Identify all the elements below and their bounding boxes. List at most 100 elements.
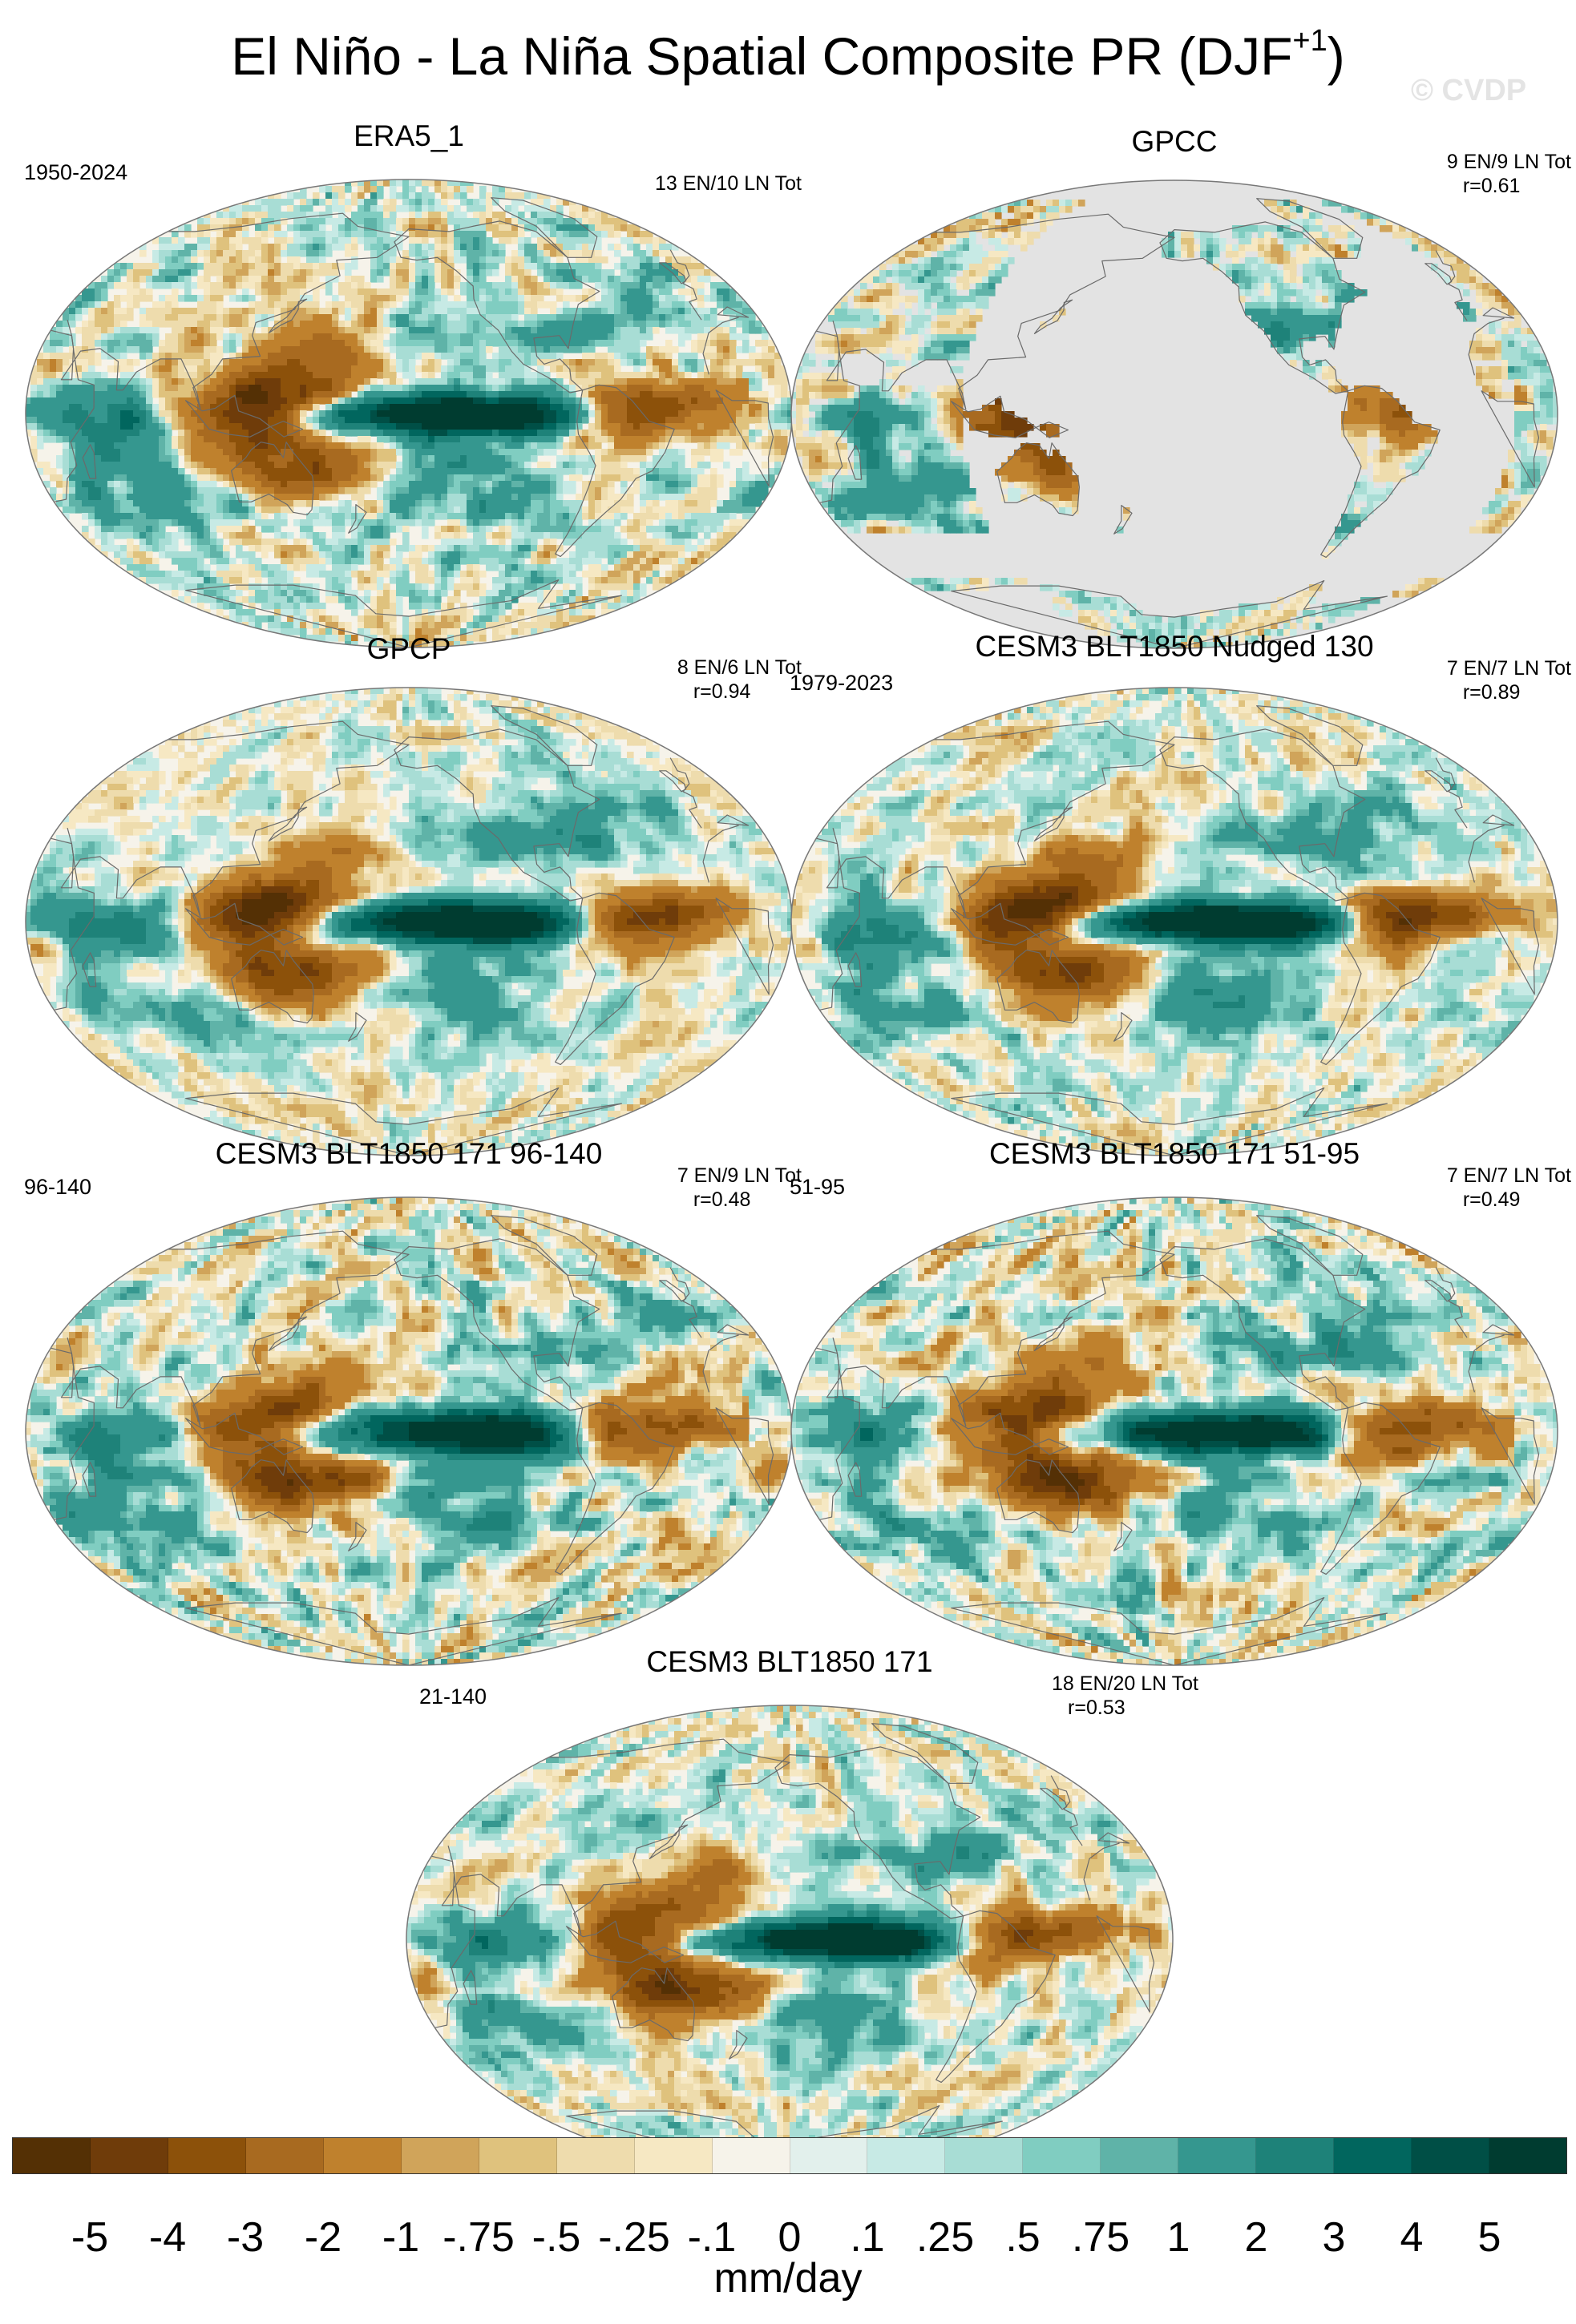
map-cell <box>736 506 743 514</box>
map-cell <box>63 449 70 456</box>
map-cell <box>210 410 217 418</box>
map-cell <box>332 378 339 385</box>
map-cell <box>505 333 512 341</box>
map-cell <box>139 269 147 276</box>
map-cell <box>729 295 737 302</box>
map-cell <box>704 500 711 507</box>
map-cell <box>197 487 204 494</box>
map-cell <box>82 494 89 501</box>
map-cell <box>460 250 467 257</box>
map-cell <box>544 263 551 270</box>
map-cell <box>742 391 750 398</box>
map-cell <box>69 391 76 398</box>
map-cell <box>492 186 499 193</box>
map-cell <box>595 449 602 456</box>
map-cell <box>550 205 557 212</box>
map-cell <box>107 282 115 289</box>
map-cell <box>172 308 179 315</box>
map-cell <box>146 468 153 475</box>
map-cell <box>274 487 281 494</box>
map-cell <box>479 346 487 353</box>
map-cell <box>653 256 660 264</box>
map-cell <box>127 276 134 283</box>
map-cell <box>152 506 160 514</box>
map-cell <box>159 385 166 392</box>
map-cell <box>127 513 134 520</box>
map-cell <box>620 455 628 462</box>
map-cell <box>358 295 365 302</box>
map-cell <box>608 231 615 238</box>
map-cell <box>563 237 570 244</box>
map-cell <box>82 526 89 533</box>
map-cell <box>293 250 301 257</box>
map-cell <box>351 327 358 334</box>
map-cell <box>723 282 730 289</box>
map-cell <box>755 327 762 334</box>
map-cell <box>402 205 410 212</box>
map-cell <box>505 462 512 469</box>
map-cell <box>633 321 641 328</box>
map-cell <box>511 263 519 270</box>
map-cell <box>749 417 756 424</box>
map-cell <box>467 295 474 302</box>
map-cell <box>428 500 435 507</box>
map-cell <box>191 391 198 398</box>
map-cell <box>402 365 410 373</box>
map-cell <box>422 295 429 302</box>
map-cell <box>274 449 281 456</box>
map-cell <box>582 340 589 347</box>
map-cell <box>210 288 217 296</box>
map-cell <box>184 397 192 405</box>
map-cell <box>229 250 236 257</box>
map-cell <box>332 487 339 494</box>
map-cell <box>601 301 608 309</box>
map-cell <box>345 417 352 424</box>
map-cell <box>306 385 313 392</box>
map-cell <box>313 218 320 225</box>
map-cell <box>383 500 390 507</box>
map-cell <box>216 442 224 450</box>
map-cell <box>787 423 792 430</box>
map-cell <box>620 385 628 392</box>
map-cell <box>293 519 301 527</box>
map-cell <box>204 301 211 309</box>
map-cell <box>653 423 660 430</box>
map-cell <box>665 500 673 507</box>
map-cell <box>486 301 493 309</box>
map-cell <box>377 423 384 430</box>
map-cell <box>653 327 660 334</box>
map-cell <box>646 436 653 443</box>
map-cell <box>358 359 365 366</box>
map-cell <box>582 487 589 494</box>
map-cell <box>351 474 358 482</box>
map-cell <box>216 269 224 276</box>
map-cell <box>159 397 166 405</box>
map-cell <box>338 192 346 200</box>
map-cell <box>261 295 269 302</box>
map-cell <box>640 385 647 392</box>
map-cell <box>588 506 596 514</box>
map-cell <box>236 321 243 328</box>
map-cell <box>742 340 750 347</box>
map-cell <box>454 205 461 212</box>
map-cell <box>646 288 653 296</box>
map-cell <box>569 487 576 494</box>
map-cell <box>402 359 410 366</box>
map-cell <box>370 481 378 488</box>
map-cell <box>210 359 217 366</box>
map-cell <box>313 410 320 418</box>
map-cell <box>364 199 371 206</box>
map-cell <box>370 205 378 212</box>
map-cell <box>82 359 89 366</box>
map-cell <box>229 404 236 411</box>
map-cell <box>325 519 333 527</box>
map-cell <box>358 417 365 424</box>
map-cell <box>402 269 410 276</box>
map-cell <box>261 506 269 514</box>
map-cell <box>242 308 249 315</box>
map-cell <box>120 346 127 353</box>
map-cell <box>332 410 339 418</box>
map-cell <box>82 500 89 507</box>
map-cell <box>511 468 519 475</box>
map-cell <box>133 455 140 462</box>
